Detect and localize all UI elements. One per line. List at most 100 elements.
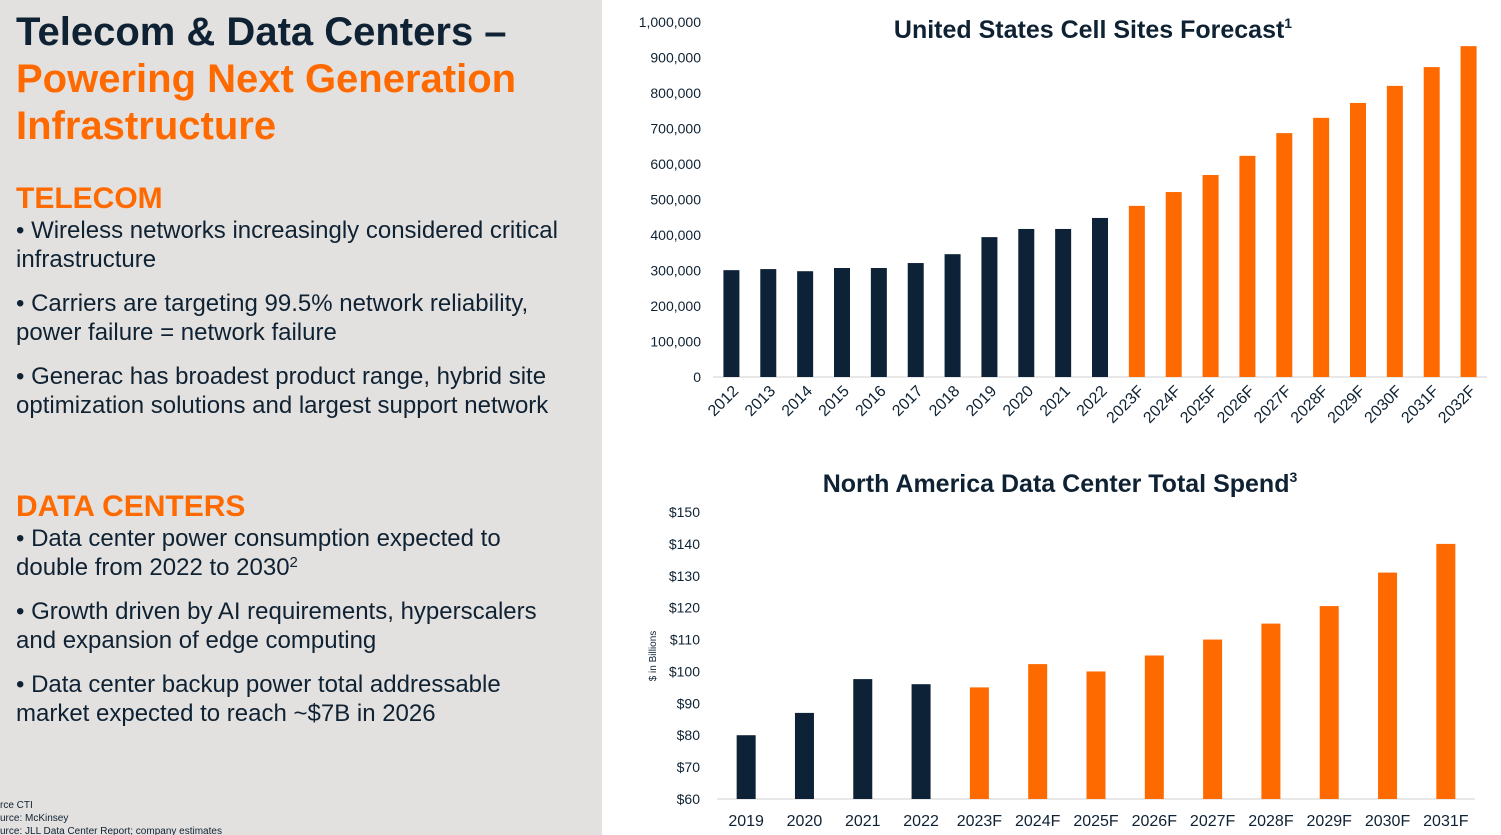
bar xyxy=(907,263,924,377)
x-tick-label: 2021 xyxy=(1037,383,1074,420)
x-tick-label: 2020 xyxy=(787,813,823,830)
y-tick-label: 1,000,000 xyxy=(639,14,701,30)
bar xyxy=(853,679,873,799)
y-tick-label: $60 xyxy=(677,791,701,807)
y-tick-label: $90 xyxy=(677,695,701,711)
section-heading: TELECOM xyxy=(16,182,163,215)
x-tick-label: 2022 xyxy=(903,813,939,830)
bar xyxy=(760,269,777,377)
bar xyxy=(834,268,850,377)
x-tick-label: 2021 xyxy=(845,813,881,830)
y-tick-label: 500,000 xyxy=(650,192,701,208)
chart-title: North America Data Center Total Spend3 xyxy=(823,469,1298,498)
footnote: rce CTI xyxy=(0,800,33,811)
bar xyxy=(1350,102,1366,377)
x-tick-label: 2031F xyxy=(1398,383,1442,427)
footnote-sup: 2 xyxy=(290,554,298,571)
x-tick-label: 2014 xyxy=(779,383,816,420)
chart-title: United States Cell Sites Forecast1 xyxy=(894,15,1292,44)
x-tick-label: 2026F xyxy=(1214,383,1258,427)
bullet-text: • Growth driven by AI requirements, hype… xyxy=(16,598,537,625)
bar xyxy=(1144,655,1164,799)
x-tick-label: 2029F xyxy=(1307,813,1353,830)
bullet-text: double from 2022 to 20302 xyxy=(16,554,298,581)
y-tick-label: 700,000 xyxy=(650,121,701,137)
bullet-text: • Data center power consumption expected… xyxy=(16,525,501,552)
x-tick-label: 2023F xyxy=(957,813,1003,830)
bar xyxy=(794,712,814,799)
bullet-text: market expected to reach ~$7B in 2026 xyxy=(16,700,436,727)
x-tick-label: 2025F xyxy=(1177,383,1221,427)
bar xyxy=(723,270,740,377)
bar xyxy=(944,254,961,377)
y-tick-label: 300,000 xyxy=(650,263,701,279)
bar xyxy=(1378,572,1398,799)
y-tick-label: $120 xyxy=(669,600,700,616)
footnote: urce: JLL Data Center Report; company es… xyxy=(0,826,222,835)
x-tick-label: 2024F xyxy=(1140,383,1184,427)
x-tick-label: 2030F xyxy=(1362,383,1406,427)
bar xyxy=(1313,117,1330,377)
x-tick-label: 2027F xyxy=(1190,813,1236,830)
bar xyxy=(1203,639,1223,799)
y-tick-label: 0 xyxy=(693,369,701,385)
bar xyxy=(1436,543,1456,799)
bar xyxy=(969,687,989,799)
bar xyxy=(1239,155,1256,377)
y-tick-label: $70 xyxy=(677,759,701,775)
y-tick-label: $130 xyxy=(669,568,700,584)
section-heading: DATA CENTERS xyxy=(16,490,245,523)
x-tick-label: 2020 xyxy=(1000,383,1037,420)
slide-title: Telecom & Data Centers – xyxy=(16,10,507,54)
title-text: United States Cell Sites Forecast xyxy=(894,16,1285,44)
bar xyxy=(1028,664,1048,799)
x-tick-label: 2013 xyxy=(742,383,779,420)
bullet-text: and expansion of edge computing xyxy=(16,627,376,654)
bar xyxy=(1092,217,1108,377)
slide-title: Infrastructure xyxy=(16,104,276,148)
y-tick-label: $80 xyxy=(677,727,701,743)
bar xyxy=(1086,671,1106,799)
x-tick-label: 2018 xyxy=(926,383,963,420)
bullet-text: infrastructure xyxy=(16,246,156,273)
bullet-text: • Generac has broadest product range, hy… xyxy=(16,363,546,390)
bar xyxy=(1276,133,1293,377)
y-tick-label: 900,000 xyxy=(650,50,701,66)
x-tick-label: 2026F xyxy=(1132,813,1178,830)
bar xyxy=(1128,205,1145,377)
title-text: North America Data Center Total Spend xyxy=(823,470,1290,498)
y-tick-label: 400,000 xyxy=(650,227,701,243)
x-tick-label: 2024F xyxy=(1015,813,1061,830)
x-tick-label: 2012 xyxy=(705,383,742,420)
slide-title: Powering Next Generation xyxy=(16,57,516,101)
bar xyxy=(1261,623,1281,799)
bar xyxy=(981,237,998,377)
x-tick-label: 2028F xyxy=(1288,383,1332,427)
x-tick-label: 2027F xyxy=(1251,383,1295,427)
x-tick-label: 2019 xyxy=(963,383,1000,420)
y-tick-label: 200,000 xyxy=(650,298,701,314)
footnote: urce: McKinsey xyxy=(0,813,68,824)
bar xyxy=(797,271,814,377)
title-sup: 3 xyxy=(1289,469,1297,485)
x-tick-label: 2019 xyxy=(728,813,764,830)
bullet-text: • Wireless networks increasingly conside… xyxy=(16,217,558,244)
bar xyxy=(736,735,756,799)
y-axis-label: $ in Billions xyxy=(648,631,659,682)
x-tick-label: 2031F xyxy=(1423,813,1469,830)
y-tick-label: 600,000 xyxy=(650,156,701,172)
bullet-text: • Data center backup power total address… xyxy=(16,671,501,698)
y-tick-label: 100,000 xyxy=(650,334,701,350)
bar xyxy=(1319,606,1339,799)
left-panel xyxy=(0,0,602,835)
x-tick-label: 2025F xyxy=(1073,813,1119,830)
y-tick-label: $110 xyxy=(670,632,700,648)
bar xyxy=(870,268,887,377)
y-tick-label: $150 xyxy=(669,504,700,520)
bar xyxy=(1386,85,1403,378)
bullet-text: • Carriers are targeting 99.5% network r… xyxy=(16,290,528,317)
x-tick-label: 2030F xyxy=(1365,813,1411,830)
title-sup: 1 xyxy=(1284,15,1292,31)
x-tick-label: 2028F xyxy=(1248,813,1294,830)
